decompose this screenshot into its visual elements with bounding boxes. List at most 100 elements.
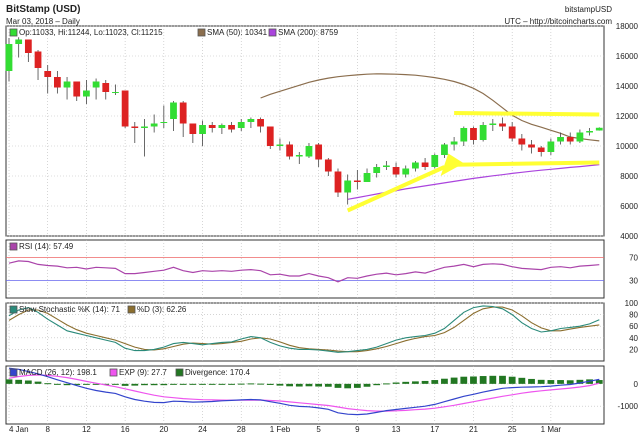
price-ytick-label: 12000 [616,112,639,121]
candle-body [412,162,419,169]
divergence-bar [576,379,584,384]
candle-body [44,71,52,77]
candle-body [576,132,584,142]
candle-body [5,44,13,71]
candle-body [460,128,468,142]
candle-body [102,83,110,92]
divergence-bar [305,383,313,387]
macd-exp-line [8,374,600,412]
x-tick-label: 1 Mar [541,425,562,434]
sto-ytick-label: 80 [629,311,638,320]
price-ytick-label: 4000 [620,232,638,241]
divergence-bar [557,380,564,384]
ohlc-legend-label: Op:11033, Hi:11244, Lo:11023, Cl:11215 [19,28,163,37]
resistance-annotation-line [454,111,600,117]
candle-body [83,90,90,97]
support-annotation-line [454,160,600,167]
stochastic-d-legend-swatch [127,305,136,314]
x-tick-label: 5 [316,425,321,434]
ohlc-legend-swatch [9,28,18,37]
divergence-bar [460,376,468,384]
stochastic-d-line [8,306,600,353]
divergence-bar [324,383,332,387]
candle-body [402,168,410,175]
divergence-bar [102,383,110,385]
divergence-bar [450,377,458,384]
candle-body [199,125,206,134]
candle-body [121,90,129,127]
x-tick-label: 24 [198,425,207,434]
divergence-bar [547,380,555,384]
candle-body [160,122,168,123]
candle-body [392,167,400,175]
divergence-bar [141,383,148,386]
price-ytick-label: 8000 [620,172,638,181]
sma50-line [260,73,600,142]
rsi-legend-label: RSI (14): 57.49 [19,242,74,251]
divergence-bar [228,383,235,385]
divergence-bar [537,379,545,384]
candle-body [586,131,593,133]
divergence-bar [189,383,197,385]
divergence-bar [412,381,419,384]
sma200-legend-label: SMA (200): 8759 [278,28,339,37]
rsi-line [8,260,600,283]
divergence-bar [499,375,506,384]
divergence-bar [508,376,516,384]
price-ytick-label: 16000 [616,52,639,61]
divergence-bar [421,380,429,384]
candle-body [170,102,177,119]
candle-body [150,123,158,127]
divergence-bar [566,380,574,384]
candle-body [189,123,197,134]
sto-panel-frame [5,302,605,362]
divergence-bar [392,382,400,384]
x-tick-label: 13 [392,425,401,434]
divergence-legend-swatch [175,368,184,377]
date-line: Mar 03, 2018 – Daily [6,17,80,26]
macd-ytick-label: -1000 [618,402,639,411]
uptrend-arrowhead [440,153,464,176]
divergence-bar [150,383,158,386]
candle-body [286,144,294,157]
divergence-bar [441,378,448,384]
x-tick-label: 1 Feb [270,425,291,434]
candle-body [557,137,564,142]
candle-body [479,125,487,140]
divergence-bar [83,383,90,385]
candle-body [595,127,603,131]
x-tick-label: 8 [45,425,50,434]
divergence-bar [53,383,61,385]
x-tick-label: 21 [469,425,478,434]
divergence-legend-label: Divergence: 170.4 [185,368,250,377]
sma50-legend-label: SMA (50): 10341 [207,28,268,37]
candle-body [499,123,506,127]
candle-body [470,128,477,140]
sto-ytick-label: 60 [629,322,638,331]
x-tick-label: 20 [159,425,168,434]
rsi-legend-swatch [9,242,18,251]
macd-line [8,367,600,416]
divergence-bar [334,383,342,388]
divergence-bar [237,383,245,385]
divergence-bar [402,381,410,384]
sma50-legend-swatch [197,28,206,37]
candle-body [15,39,23,44]
x-tick-label: 25 [508,425,517,434]
divergence-bar [160,383,168,386]
divergence-bar [470,376,477,384]
candle-body [518,138,526,145]
divergence-bar [518,377,526,384]
candle-body [431,155,439,167]
candle-body [489,123,497,125]
divergence-bar [295,383,303,387]
divergence-bar [179,383,187,385]
divergence-bar [257,383,264,385]
macd-exp-legend-swatch [109,368,118,377]
candle-body [305,146,313,157]
divergence-bar [353,383,361,388]
divergence-bar [247,383,255,385]
candle-body [34,51,42,68]
candle-body [92,81,100,88]
candle-body [547,141,555,152]
